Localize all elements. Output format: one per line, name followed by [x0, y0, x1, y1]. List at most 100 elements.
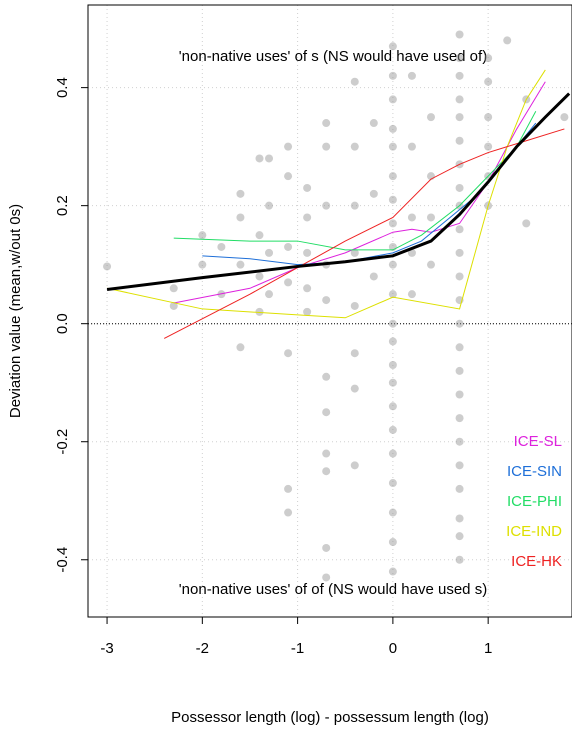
- plot-frame: [87, 4, 572, 618]
- point: [265, 154, 274, 163]
- point: [388, 71, 397, 80]
- point: [350, 142, 359, 151]
- point: [426, 213, 435, 222]
- point: [522, 219, 531, 228]
- point: [455, 71, 464, 80]
- point: [455, 136, 464, 145]
- point: [388, 449, 397, 458]
- point: [255, 307, 264, 316]
- annotation: 'non-native uses' of s (NS would have us…: [179, 48, 487, 65]
- point: [388, 425, 397, 434]
- point: [455, 272, 464, 281]
- point: [388, 142, 397, 151]
- point: [407, 71, 416, 80]
- point: [455, 54, 464, 63]
- point: [388, 42, 397, 51]
- point: [255, 231, 264, 240]
- point: [455, 248, 464, 257]
- point: [322, 142, 331, 151]
- point: [322, 201, 331, 210]
- x-tick-label: -1: [291, 640, 304, 657]
- point: [455, 113, 464, 122]
- point: [455, 183, 464, 192]
- point: [284, 484, 293, 493]
- point: [265, 290, 274, 299]
- point: [388, 260, 397, 269]
- legend-entry: ICE-SL: [514, 433, 562, 450]
- point: [236, 213, 245, 222]
- point: [455, 414, 464, 423]
- point: [407, 248, 416, 257]
- point: [284, 508, 293, 517]
- point: [388, 219, 397, 228]
- smooth-line: [106, 92, 571, 291]
- point: [236, 260, 245, 269]
- point: [322, 449, 331, 458]
- x-tick-label: 0: [389, 640, 397, 657]
- point: [236, 189, 245, 198]
- y-tick-label: -0.4: [54, 547, 71, 573]
- annotation: 'non-native uses' of of (NS would have u…: [179, 581, 487, 598]
- point: [407, 142, 416, 151]
- y-tick-label: -0.2: [54, 429, 71, 455]
- point: [484, 77, 493, 86]
- point: [455, 532, 464, 541]
- point: [455, 225, 464, 234]
- point: [169, 284, 178, 293]
- y-tick-label: 0.2: [54, 195, 71, 216]
- point: [255, 272, 264, 281]
- point: [407, 213, 416, 222]
- point: [388, 172, 397, 181]
- point: [455, 343, 464, 352]
- point: [322, 119, 331, 128]
- point: [388, 337, 397, 346]
- point: [103, 262, 112, 271]
- point: [350, 384, 359, 393]
- point: [388, 319, 397, 328]
- point: [350, 201, 359, 210]
- point: [455, 390, 464, 399]
- legend-entry: ICE-PHI: [507, 493, 562, 510]
- point: [350, 248, 359, 257]
- point: [455, 30, 464, 39]
- point: [265, 201, 274, 210]
- point: [322, 467, 331, 476]
- point: [217, 242, 226, 251]
- point: [265, 248, 274, 257]
- point: [198, 260, 207, 269]
- point: [388, 361, 397, 369]
- point: [322, 372, 331, 381]
- point: [484, 113, 493, 122]
- point: [455, 461, 464, 470]
- point: [322, 296, 331, 305]
- x-tick-label: 1: [484, 640, 492, 657]
- legend-entry: ICE-IND: [506, 523, 562, 540]
- point: [236, 343, 245, 352]
- point: [284, 172, 293, 181]
- point: [350, 77, 359, 86]
- point: [503, 36, 512, 45]
- point: [455, 366, 464, 375]
- point: [322, 408, 331, 417]
- point: [284, 242, 293, 251]
- point: [388, 479, 397, 488]
- point: [484, 54, 493, 63]
- point: [303, 307, 312, 316]
- series-line: [163, 128, 565, 339]
- x-axis-label: Possessor length (log) - possessum lengt…: [171, 709, 489, 726]
- point: [455, 555, 464, 564]
- series-line: [106, 69, 546, 319]
- legend-entry: ICE-HK: [511, 553, 562, 570]
- point: [388, 567, 397, 576]
- y-tick-label: 0.4: [54, 77, 71, 98]
- point: [388, 508, 397, 517]
- point: [388, 538, 397, 547]
- point: [388, 195, 397, 204]
- point: [560, 113, 569, 122]
- point: [284, 349, 293, 358]
- point: [369, 189, 378, 198]
- point: [322, 543, 331, 552]
- point: [455, 484, 464, 493]
- point: [369, 119, 378, 128]
- point: [388, 124, 397, 133]
